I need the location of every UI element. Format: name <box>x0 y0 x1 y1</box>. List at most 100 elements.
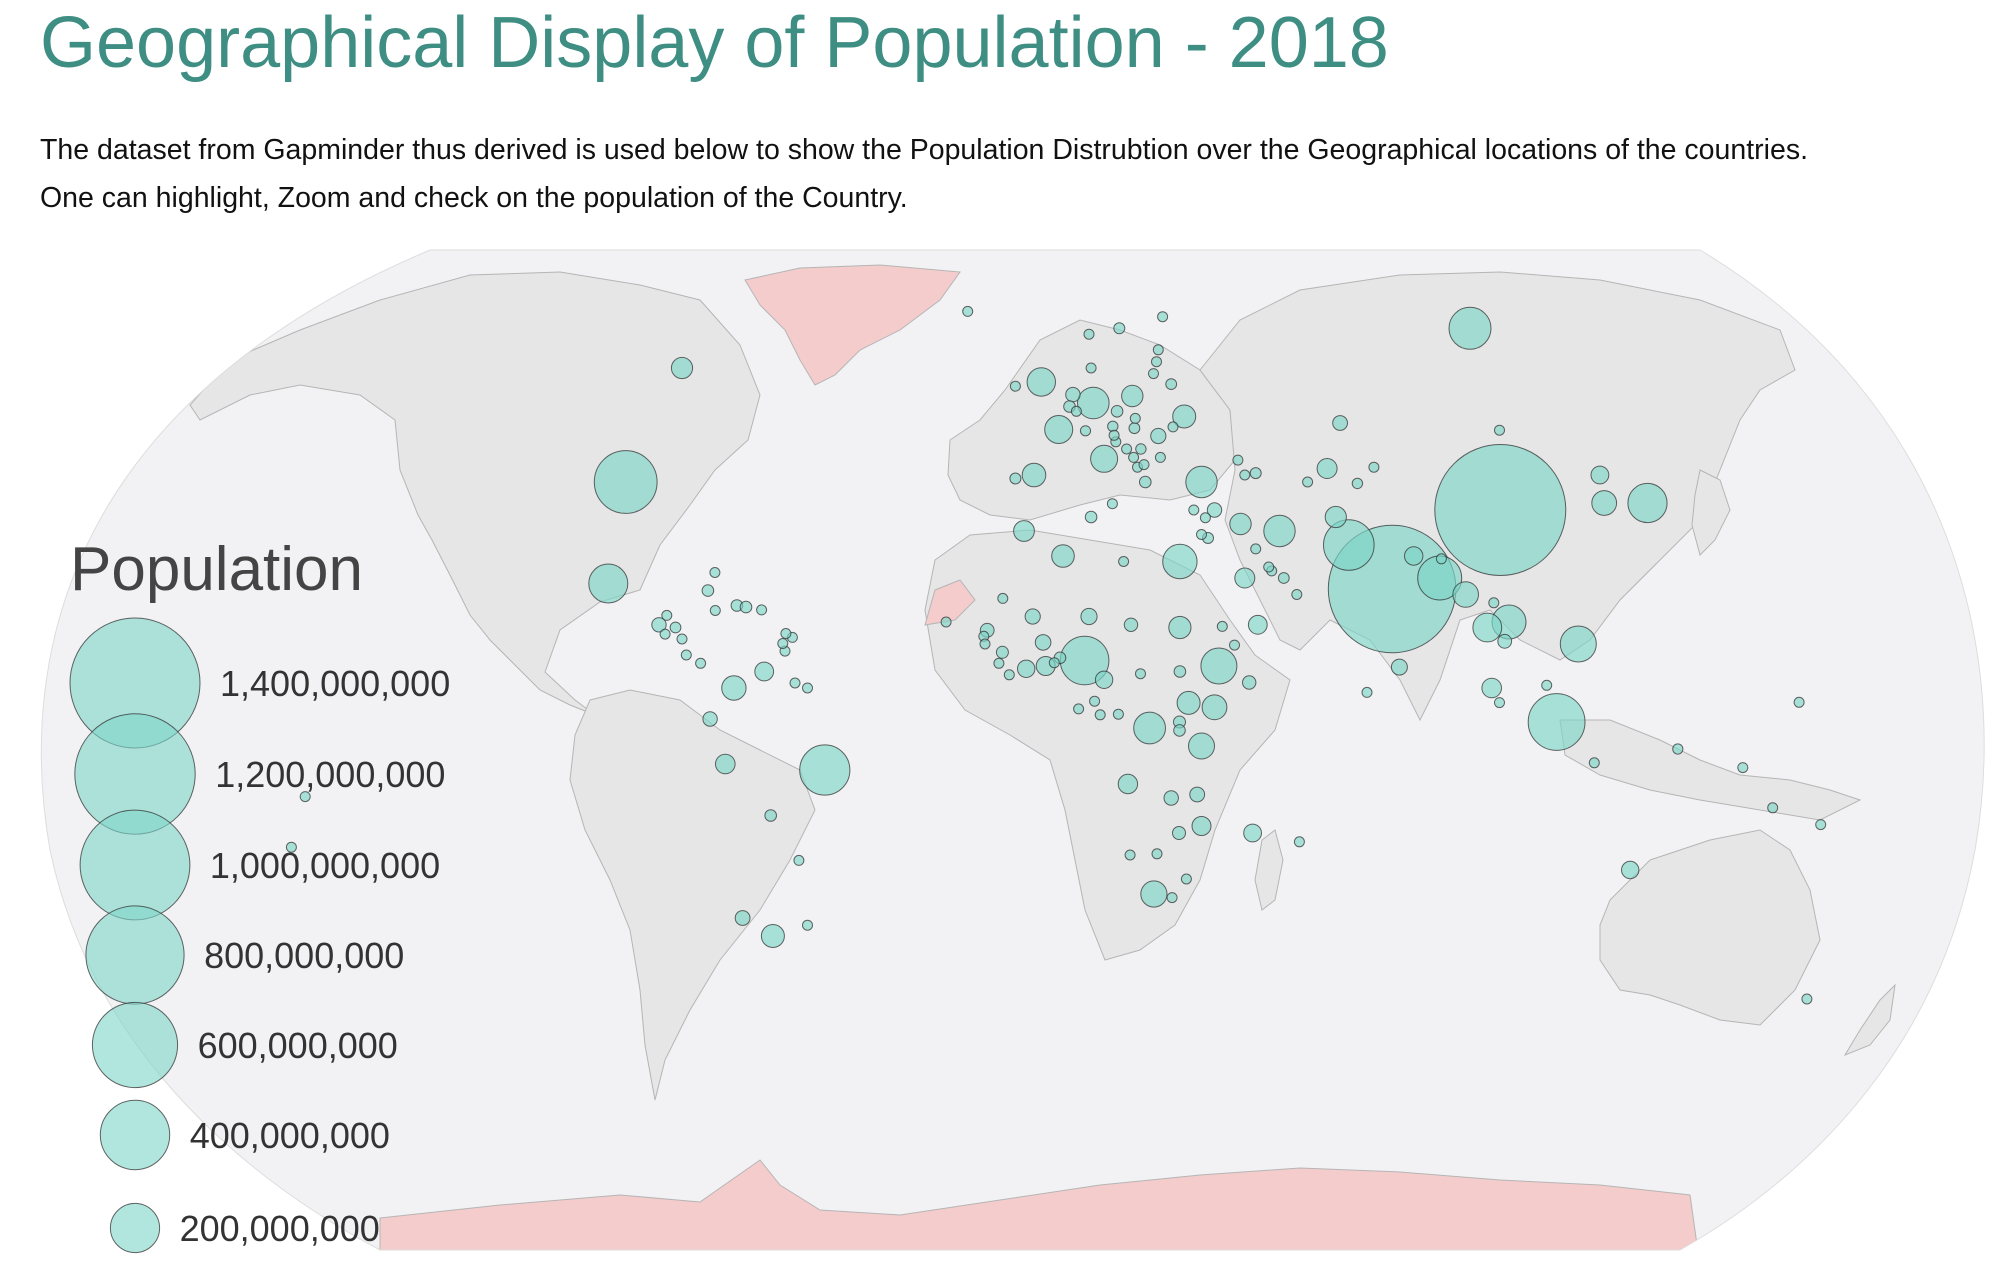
bubble-cameroon[interactable] <box>1094 670 1114 689</box>
bubble-maldives[interactable] <box>1361 686 1373 698</box>
bubble-bahrain[interactable] <box>1263 561 1275 573</box>
bubble-south-africa[interactable] <box>1140 880 1168 908</box>
bubble-pakistan[interactable] <box>1323 519 1375 571</box>
bubble-lebanon[interactable] <box>1199 512 1211 524</box>
bubble-china[interactable] <box>1434 444 1567 576</box>
bubble-guatemala[interactable] <box>651 617 667 633</box>
bubble-malta[interactable] <box>1106 498 1118 510</box>
bubble-cambodia[interactable] <box>1497 633 1513 649</box>
bubble-panama[interactable] <box>695 657 707 669</box>
bubble-tunisia[interactable] <box>1084 510 1098 524</box>
bubble-indonesia[interactable] <box>1527 693 1586 751</box>
bubble-philippines[interactable] <box>1559 625 1597 663</box>
bubble-tonga[interactable] <box>285 841 297 853</box>
bubble-argentina[interactable] <box>760 924 785 948</box>
bubble-suriname[interactable] <box>802 682 813 694</box>
bubble-luxembourg[interactable] <box>1070 405 1082 417</box>
bubble-switzerland[interactable] <box>1079 425 1092 437</box>
land-japan[interactable] <box>1691 469 1731 556</box>
bubble-mauritania[interactable] <box>997 592 1009 604</box>
bubble-united-states[interactable] <box>593 450 658 514</box>
bubble-guyana[interactable] <box>789 677 801 689</box>
bubble-turkmenistan[interactable] <box>1302 476 1314 488</box>
bubble-colombia[interactable] <box>721 675 747 701</box>
bubble-madagascar[interactable] <box>1243 823 1262 843</box>
bubble-japan[interactable] <box>1627 482 1668 524</box>
bubble-nepal[interactable] <box>1404 546 1424 566</box>
bubble-kyrgyzstan[interactable] <box>1368 461 1380 473</box>
bubble-central-african-republic[interactable] <box>1135 668 1146 680</box>
bubble-congo[interactable] <box>1112 708 1124 720</box>
bubble-morocco[interactable] <box>1013 520 1035 542</box>
bubble-chile[interactable] <box>734 910 751 926</box>
bubble-kazakhstan[interactable] <box>1332 415 1348 431</box>
bubble-ukraine[interactable] <box>1172 404 1197 429</box>
bubble-united-arab-emirates[interactable] <box>1277 572 1290 584</box>
bubble-namibia[interactable] <box>1124 849 1136 861</box>
bubble-sierra-leone[interactable] <box>993 657 1005 669</box>
bubble-serbia[interactable] <box>1135 443 1147 455</box>
bubble-north-macedonia[interactable] <box>1138 459 1150 471</box>
bubble-uzbekistan[interactable] <box>1316 458 1338 479</box>
bubble-eritrea[interactable] <box>1216 620 1228 632</box>
bubble-el-salvador[interactable] <box>659 628 671 640</box>
bubble-kiribati[interactable] <box>1793 696 1805 708</box>
bubble-mozambique[interactable] <box>1191 816 1212 836</box>
bubble-mongolia[interactable] <box>1494 424 1505 436</box>
bubble-bhutan[interactable] <box>1435 553 1447 565</box>
bubble-myanmar[interactable] <box>1452 581 1479 608</box>
bubble-lesotho[interactable] <box>1166 892 1178 904</box>
bubble-thailand[interactable] <box>1472 612 1503 643</box>
bubble-new-zealand[interactable] <box>1801 993 1813 1005</box>
bubble-ireland[interactable] <box>1009 380 1021 392</box>
bubble-honduras[interactable] <box>669 621 682 634</box>
bubble-peru[interactable] <box>715 753 736 775</box>
bubble-samoa[interactable] <box>299 791 311 803</box>
bubble-dr-congo[interactable] <box>1133 711 1166 745</box>
bubble-australia[interactable] <box>1621 860 1640 880</box>
bubble-iceland[interactable] <box>962 305 974 317</box>
bubble-burkina-faso[interactable] <box>1034 634 1052 651</box>
land-greenland[interactable] <box>744 264 961 386</box>
bubble-iran[interactable] <box>1263 514 1296 548</box>
bubble-libya[interactable] <box>1118 556 1130 567</box>
bubble-guinea-bissau[interactable] <box>979 638 991 650</box>
bubble-saint-lucia[interactable] <box>780 628 792 639</box>
bubble-armenia[interactable] <box>1239 469 1251 481</box>
bubble-bulgaria[interactable] <box>1154 451 1166 463</box>
bubble-kenya[interactable] <box>1201 694 1228 721</box>
bubble-liberia[interactable] <box>1003 669 1015 681</box>
bubble-bolivia[interactable] <box>764 809 778 822</box>
bubble-romania[interactable] <box>1150 427 1167 445</box>
bubble-ecuador[interactable] <box>702 711 718 727</box>
bubble-canada[interactable] <box>670 356 694 380</box>
bubble-czechia[interactable] <box>1110 405 1124 418</box>
bubble-gabon[interactable] <box>1094 709 1106 721</box>
bubble-estonia[interactable] <box>1152 344 1164 356</box>
bubble-fiji[interactable] <box>1815 819 1827 831</box>
bubble-ethiopia[interactable] <box>1200 647 1238 685</box>
bubble-greece[interactable] <box>1139 475 1152 489</box>
bubble-sao-tome[interactable] <box>1073 703 1085 715</box>
bubble-jamaica[interactable] <box>709 605 721 616</box>
bubble-montenegro[interactable] <box>1128 451 1140 463</box>
bubble-equatorial-guinea[interactable] <box>1089 695 1101 707</box>
bubble-spain[interactable] <box>1021 462 1047 488</box>
land-north-america[interactable] <box>189 271 761 716</box>
bubble-egypt[interactable] <box>1162 543 1198 580</box>
bubble-singapore[interactable] <box>1494 697 1505 709</box>
bubble-hungary[interactable] <box>1128 422 1141 435</box>
bubble-south-sudan[interactable] <box>1173 665 1187 678</box>
bubble-russia[interactable] <box>1448 306 1492 350</box>
bubble-brunei[interactable] <box>1541 679 1553 691</box>
bubble-yemen[interactable] <box>1247 614 1268 635</box>
bubble-tanzania[interactable] <box>1188 732 1215 760</box>
bubble-eswatini[interactable] <box>1180 873 1192 885</box>
bubble-nicaragua[interactable] <box>676 633 688 645</box>
bubble-paraguay[interactable] <box>793 854 805 866</box>
bubble-botswana[interactable] <box>1151 848 1163 860</box>
bubble-grenada[interactable] <box>777 638 789 649</box>
land-africa[interactable] <box>924 529 1291 961</box>
bubble-azerbaijan[interactable] <box>1249 467 1262 480</box>
